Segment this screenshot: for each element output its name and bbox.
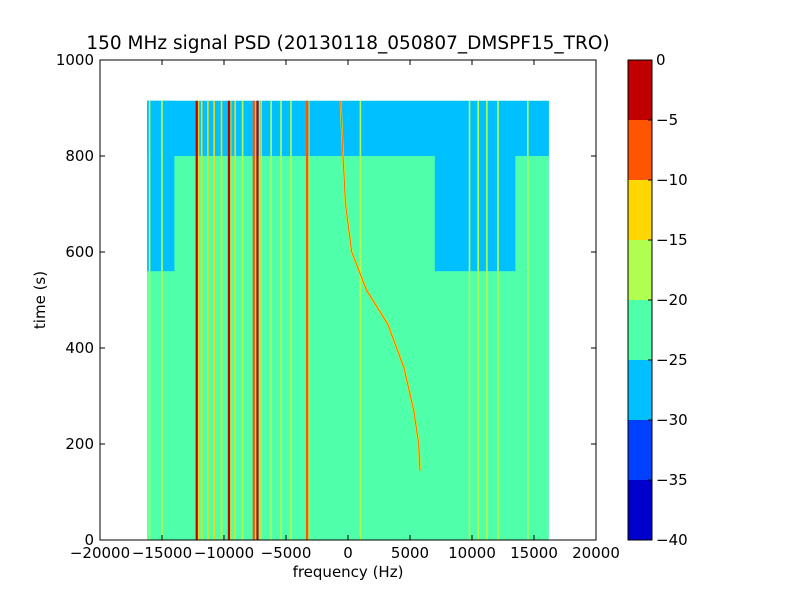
colorbar-segment <box>628 360 652 420</box>
x-tick-label: −10000 <box>194 544 254 562</box>
x-tick-label: 20000 <box>572 544 620 562</box>
x-tick-label: 10000 <box>448 544 496 562</box>
y-tick-label: 200 <box>65 435 94 453</box>
y-axis-ticks: 0 200 400 600 800 1000 <box>56 51 596 549</box>
y-tick-label: 800 <box>65 147 94 165</box>
y-tick-label: 400 <box>65 339 94 357</box>
colorbar-tick-label: −5 <box>656 111 678 129</box>
x-tick-label: 15000 <box>510 544 558 562</box>
colorbar-segment <box>628 240 652 300</box>
x-tick-label: −5000 <box>261 544 312 562</box>
colorbar-segment <box>628 120 652 180</box>
colorbar-segment <box>628 300 652 360</box>
quiet-region-1 <box>147 100 175 272</box>
x-axis-label: frequency (Hz) <box>293 563 404 581</box>
chart-title: 150 MHz signal PSD (20130118_050807_DMSP… <box>86 33 609 54</box>
doppler-trace-core <box>340 100 421 471</box>
x-tick-label: −15000 <box>132 544 192 562</box>
y-tick-label: 0 <box>84 531 94 549</box>
colorbar-tick-label: −40 <box>656 531 688 549</box>
colorbar-tick-label: 0 <box>656 51 666 69</box>
y-tick-label: 1000 <box>56 51 94 69</box>
colorbar-tick-label: −35 <box>656 471 688 489</box>
colorbar-tick-label: −20 <box>656 291 688 309</box>
x-tick-label: 0 <box>343 544 353 562</box>
colorbar-segment <box>628 480 652 540</box>
quiet-region-2 <box>434 156 516 272</box>
colorbar-segment <box>628 180 652 240</box>
x-tick-label: 5000 <box>391 544 429 562</box>
colorbar: −40 −35 −30 −25 −20 −15 −10 −5 0 <box>627 51 688 549</box>
x-tick-label: −20000 <box>70 544 130 562</box>
colorbar-tick-label: −10 <box>656 171 688 189</box>
y-tick-label: 600 <box>65 243 94 261</box>
x-axis-ticks: −20000 −15000 −10000 −5000 0 5000 10000 15000 20… <box>70 60 620 562</box>
colorbar-tick-label: −30 <box>656 411 688 429</box>
spectrogram-data <box>147 100 549 541</box>
colorbar-tick-label: −15 <box>656 231 688 249</box>
colorbar-tick-label: −25 <box>656 351 688 369</box>
colorbar-segment <box>628 420 652 480</box>
colorbar-segment <box>628 60 652 120</box>
y-axis-label: time (s) <box>31 271 49 329</box>
